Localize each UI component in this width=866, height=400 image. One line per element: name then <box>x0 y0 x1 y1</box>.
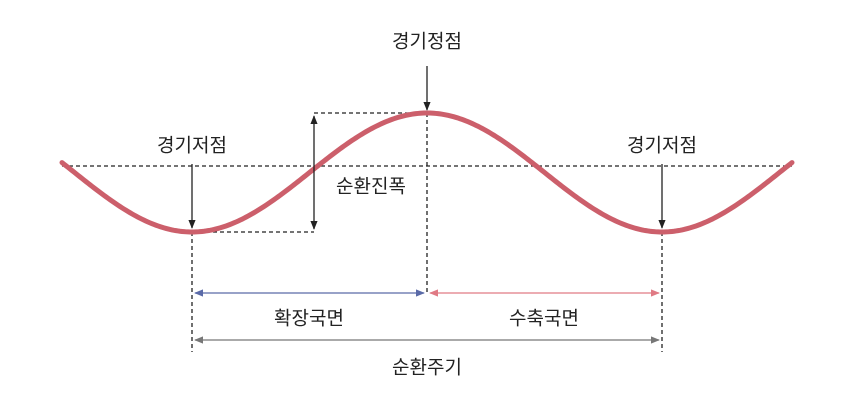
label: 경기저점 <box>627 135 697 157</box>
label: 순환주기 <box>392 357 462 379</box>
label: 순환진폭 <box>336 176 406 198</box>
label: 경기저점 <box>157 135 227 157</box>
cycle-curve <box>59 110 795 235</box>
label: 수축국면 <box>509 308 579 330</box>
label: 경기정점 <box>392 31 462 53</box>
label-bg <box>330 174 412 200</box>
label: 확장국면 <box>274 308 344 330</box>
